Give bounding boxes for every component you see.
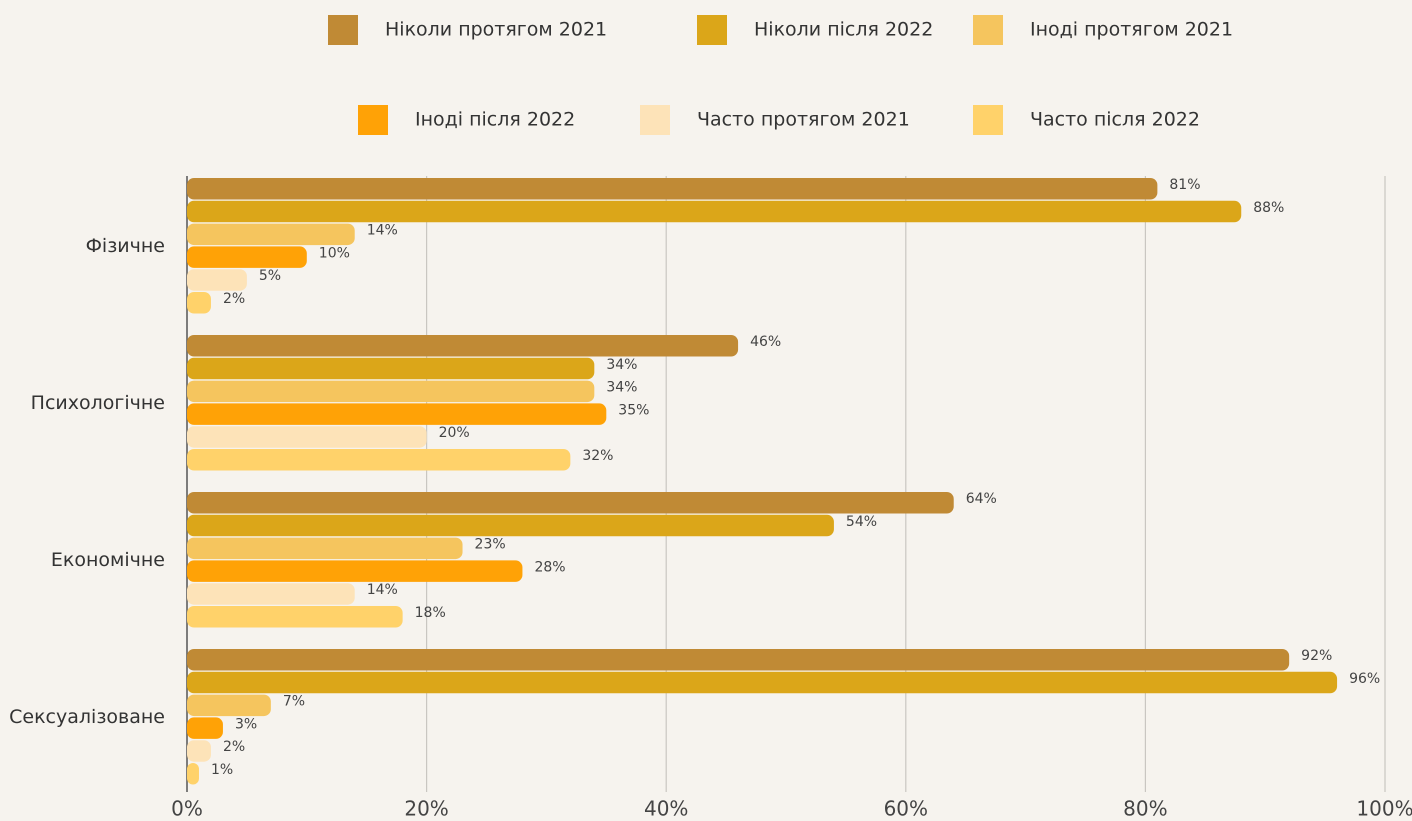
x-tick-label: 80%: [1123, 797, 1167, 821]
x-tick-label: 100%: [1356, 797, 1412, 821]
data-label: 92%: [1301, 648, 1332, 664]
x-tick-label: 60%: [884, 797, 928, 821]
data-label: 28%: [534, 559, 565, 575]
data-label: 34%: [606, 380, 637, 396]
legend-label: Часто протягом 2021: [697, 109, 910, 131]
bar: [187, 269, 247, 291]
data-label: 32%: [582, 448, 613, 464]
data-label: 64%: [966, 491, 997, 507]
data-label: 54%: [846, 514, 877, 530]
legend-swatch: [328, 15, 358, 45]
data-label: 18%: [415, 605, 446, 621]
bar: [187, 763, 199, 785]
data-label: 10%: [319, 245, 350, 261]
bar: [187, 649, 1290, 671]
bar: [187, 514, 834, 537]
legend-swatch: [358, 105, 388, 135]
data-label: 5%: [259, 268, 281, 284]
category-label: Сексуалізоване: [9, 706, 165, 728]
x-tick-label: 0%: [171, 797, 203, 821]
bar: [187, 740, 211, 762]
legend-label: Ніколи протягом 2021: [385, 19, 607, 41]
data-label: 20%: [439, 425, 470, 441]
legend-label: Часто після 2022: [1030, 109, 1200, 131]
category-label: Економічне: [51, 549, 165, 571]
legend-swatch: [697, 15, 727, 45]
data-label: 2%: [223, 739, 245, 755]
data-label: 14%: [367, 223, 398, 239]
data-label: 96%: [1349, 671, 1380, 687]
data-label: 2%: [223, 291, 245, 307]
data-label: 3%: [235, 716, 257, 732]
data-label: 81%: [1169, 177, 1200, 193]
bar: [187, 223, 355, 246]
bar: [187, 560, 523, 582]
data-label: 7%: [283, 694, 305, 710]
data-label: 34%: [606, 357, 637, 373]
data-label: 23%: [475, 537, 506, 553]
bar: [187, 671, 1338, 694]
bar: [187, 606, 403, 628]
bar: [187, 403, 607, 425]
bar: [187, 200, 1242, 223]
bar: [187, 426, 427, 448]
data-label: 14%: [367, 582, 398, 598]
data-label: 35%: [618, 402, 649, 418]
bar: [187, 335, 739, 357]
x-tick-label: 40%: [644, 797, 688, 821]
category-label: Фізичне: [86, 235, 165, 257]
bar: [187, 694, 271, 717]
legend-label: Іноді протягом 2021: [1030, 19, 1233, 41]
legend-swatch: [640, 105, 670, 135]
x-tick-label: 20%: [404, 797, 448, 821]
legend-swatch: [973, 105, 1003, 135]
bar: [187, 380, 595, 403]
bar: [187, 449, 571, 471]
legend-swatch: [973, 15, 1003, 45]
data-label: 46%: [750, 334, 781, 350]
data-label: 1%: [211, 762, 233, 778]
bar: [187, 178, 1158, 200]
bar: [187, 292, 211, 314]
category-label: Психологічне: [31, 392, 165, 414]
bar: [187, 357, 595, 380]
legend-label: Іноді після 2022: [415, 109, 575, 131]
bar: [187, 246, 307, 268]
bar: [187, 537, 463, 560]
bar: [187, 492, 954, 514]
legend-label: Ніколи після 2022: [754, 19, 933, 41]
bar: [187, 717, 223, 739]
data-label: 88%: [1253, 200, 1284, 216]
bar: [187, 583, 355, 605]
